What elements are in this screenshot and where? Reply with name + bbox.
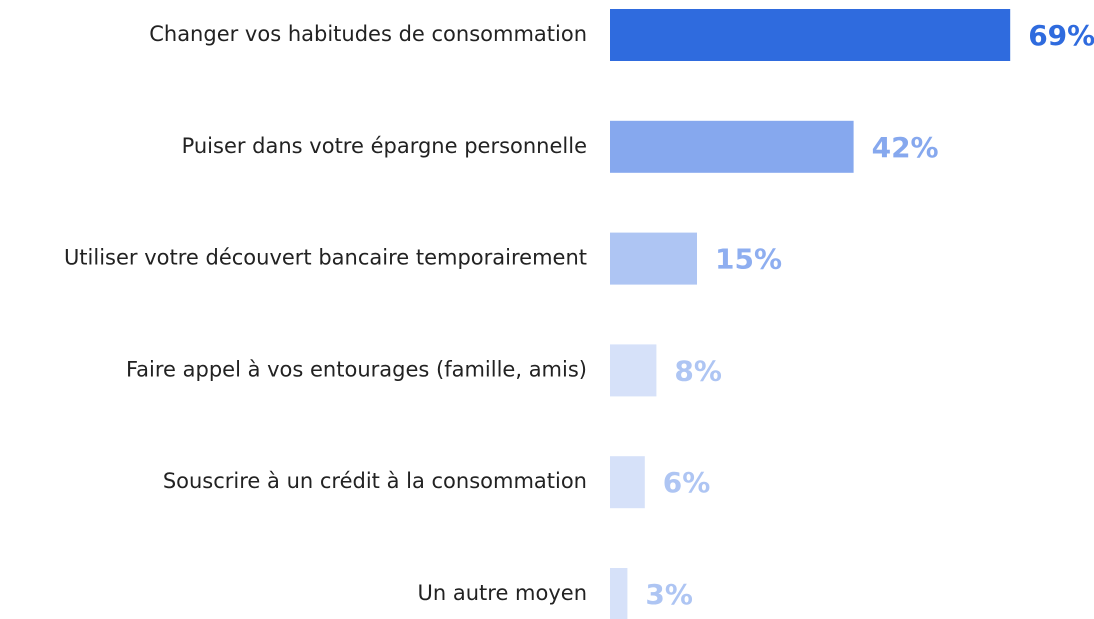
bar bbox=[610, 568, 628, 619]
category-label: Puiser dans votre épargne personnelle bbox=[182, 134, 587, 158]
bar bbox=[610, 9, 1011, 61]
category-label: Changer vos habitudes de consommation bbox=[149, 22, 587, 46]
value-label: 15% bbox=[715, 243, 782, 276]
value-label: 42% bbox=[872, 131, 939, 164]
value-label: 3% bbox=[645, 578, 693, 611]
value-label: 6% bbox=[663, 466, 711, 499]
bar bbox=[610, 120, 854, 173]
value-label: 69% bbox=[1028, 19, 1094, 52]
value-label: 8% bbox=[674, 354, 722, 387]
category-label: Faire appel à vos entourages (famille, a… bbox=[126, 357, 587, 381]
bar bbox=[610, 456, 645, 509]
category-label: Souscrire à un crédit à la consommation bbox=[163, 469, 587, 493]
category-label: Utiliser votre découvert bancaire tempor… bbox=[64, 246, 587, 270]
category-label: Un autre moyen bbox=[418, 581, 588, 605]
bar bbox=[610, 232, 697, 285]
bar bbox=[610, 344, 657, 397]
